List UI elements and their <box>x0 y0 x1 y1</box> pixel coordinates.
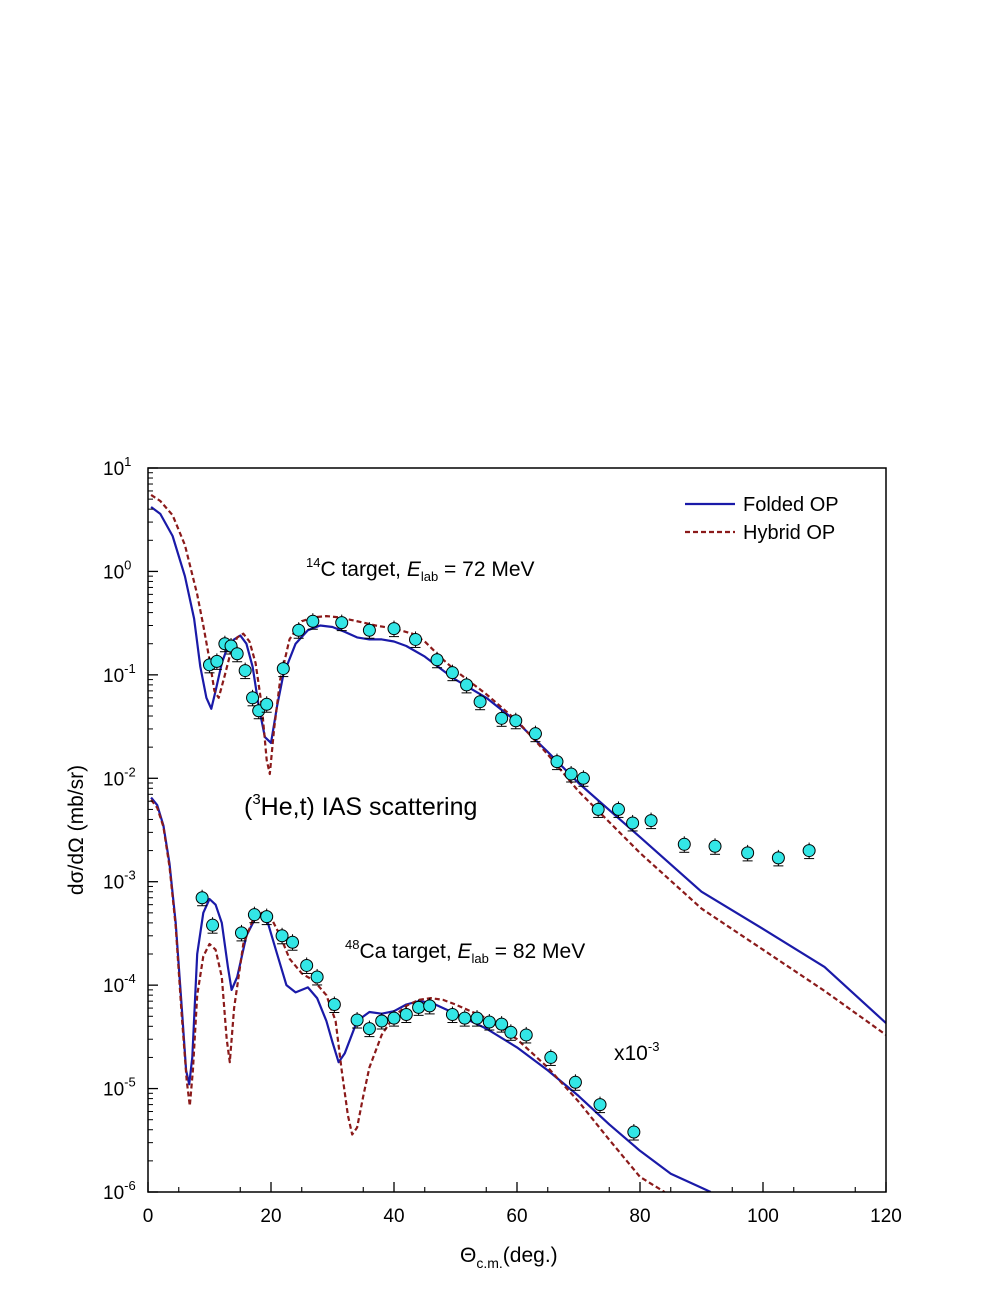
data-point-29 <box>644 814 658 828</box>
data-point-45 <box>350 1013 364 1027</box>
data-point-30 <box>677 837 691 851</box>
data-point-37 <box>234 926 248 940</box>
x-tick-label-5: 100 <box>747 1206 779 1227</box>
data-point-50 <box>412 1000 426 1014</box>
data-point-39 <box>260 910 274 924</box>
data-points-layer <box>195 613 816 1141</box>
data-point-38 <box>247 908 261 922</box>
data-point-62 <box>627 1125 641 1139</box>
data-point-34 <box>802 844 816 858</box>
data-point-43 <box>310 970 324 984</box>
data-point-47 <box>375 1014 389 1028</box>
data-point-44 <box>327 997 341 1011</box>
data-point-21 <box>509 714 523 728</box>
series-line-2 <box>150 796 712 1192</box>
data-point-28 <box>626 816 640 830</box>
data-point-9 <box>276 662 290 676</box>
annotation-ca48-target: 48Ca target, Elab = 82 MeV <box>345 937 585 966</box>
data-point-31 <box>708 839 722 853</box>
x-axis-label: Θc.m.(deg.) <box>460 1244 558 1271</box>
data-point-36 <box>206 918 220 932</box>
x-tick-label-6: 120 <box>870 1206 902 1227</box>
data-point-41 <box>286 935 300 949</box>
data-point-8 <box>260 697 274 711</box>
data-point-49 <box>399 1008 413 1022</box>
data-point-5 <box>238 664 252 678</box>
data-point-16 <box>430 653 444 667</box>
data-point-6 <box>246 691 260 705</box>
y-tick-label-1: 100 <box>103 557 131 583</box>
data-point-15 <box>409 632 423 646</box>
data-point-40 <box>275 929 289 943</box>
y-tick-label-0: 101 <box>103 454 131 480</box>
y-tick-label-6: 10-5 <box>103 1075 136 1101</box>
data-point-35 <box>195 891 209 905</box>
data-point-25 <box>576 771 590 785</box>
annotation-reaction: (3He,t) IAS scattering <box>244 791 477 821</box>
annotation-scale-factor: x10-3 <box>614 1039 659 1065</box>
data-point-33 <box>771 851 785 865</box>
data-point-32 <box>741 846 755 860</box>
data-point-56 <box>495 1017 509 1031</box>
data-point-24 <box>564 767 578 781</box>
data-point-55 <box>482 1015 496 1029</box>
legend-hybrid-label: Hybrid OP <box>743 522 835 544</box>
data-point-60 <box>568 1075 582 1089</box>
ticks-layer: 0 20 40 60 80 100 120 101 100 10-1 10-2 10-3 10-4 10-… <box>103 454 902 1227</box>
x-tick-label-0: 0 <box>143 1206 154 1227</box>
data-point-59 <box>544 1050 558 1064</box>
data-point-61 <box>593 1098 607 1112</box>
x-tick-label-3: 60 <box>506 1206 527 1227</box>
data-point-18 <box>460 678 474 692</box>
data-point-17 <box>445 666 459 680</box>
annotation-c14-target: 14C target, Elab = 72 MeV <box>306 555 535 584</box>
data-point-53 <box>458 1011 472 1025</box>
data-point-19 <box>473 695 487 709</box>
y-tick-label-7: 10-6 <box>103 1178 136 1204</box>
y-tick-label-4: 10-3 <box>103 868 136 894</box>
y-tick-label-2: 10-1 <box>103 661 136 687</box>
legend-folded-label: Folded OP <box>743 494 839 516</box>
data-point-48 <box>387 1011 401 1025</box>
data-point-58 <box>519 1028 533 1042</box>
data-point-1 <box>210 654 224 668</box>
data-point-54 <box>470 1011 484 1025</box>
data-point-12 <box>335 616 349 630</box>
x-tick-label-2: 40 <box>383 1206 404 1227</box>
data-point-52 <box>445 1008 459 1022</box>
legend: Folded OP Hybrid OP <box>685 494 839 544</box>
data-point-4 <box>230 647 244 661</box>
data-point-11 <box>306 614 320 628</box>
data-point-14 <box>387 622 401 636</box>
y-tick-label-3: 10-2 <box>103 764 136 790</box>
data-point-22 <box>528 727 542 741</box>
data-point-10 <box>292 623 306 637</box>
series-line-1 <box>150 493 886 1036</box>
data-point-46 <box>362 1022 376 1036</box>
x-tick-label-4: 80 <box>629 1206 650 1227</box>
data-point-27 <box>611 802 625 816</box>
data-point-23 <box>550 755 564 769</box>
data-point-57 <box>504 1025 518 1039</box>
y-axis-label: dσ/dΩ (mb/sr) <box>65 765 88 895</box>
data-point-13 <box>362 623 376 637</box>
data-point-42 <box>300 958 314 972</box>
data-point-26 <box>591 802 605 816</box>
y-tick-label-5: 10-4 <box>103 971 136 997</box>
data-point-20 <box>495 711 509 725</box>
data-point-51 <box>423 999 437 1013</box>
x-tick-label-1: 20 <box>260 1206 281 1227</box>
